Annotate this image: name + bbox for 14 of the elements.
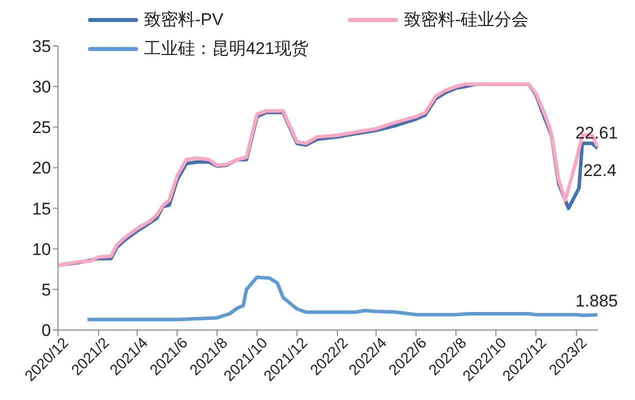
y-tick-label: 5 (42, 280, 51, 300)
data-label: 22.4 (583, 161, 616, 180)
y-tick-label: 25 (32, 118, 51, 138)
y-tick-label: 10 (32, 240, 51, 259)
y-tick-label: 20 (32, 158, 51, 178)
y-tick-label: 0 (42, 321, 51, 340)
y-tick-label: 35 (32, 37, 51, 56)
data-label: 1.885 (575, 292, 618, 311)
data-label: 22.61 (575, 124, 618, 143)
y-tick-label: 30 (32, 78, 51, 97)
legend-label: 工业硅：昆明421现货 (144, 38, 308, 60)
legend-label: 致密料-PV (144, 9, 224, 31)
y-tick-label: 15 (32, 199, 51, 218)
legend-label: 致密料-硅业分会 (404, 9, 529, 31)
